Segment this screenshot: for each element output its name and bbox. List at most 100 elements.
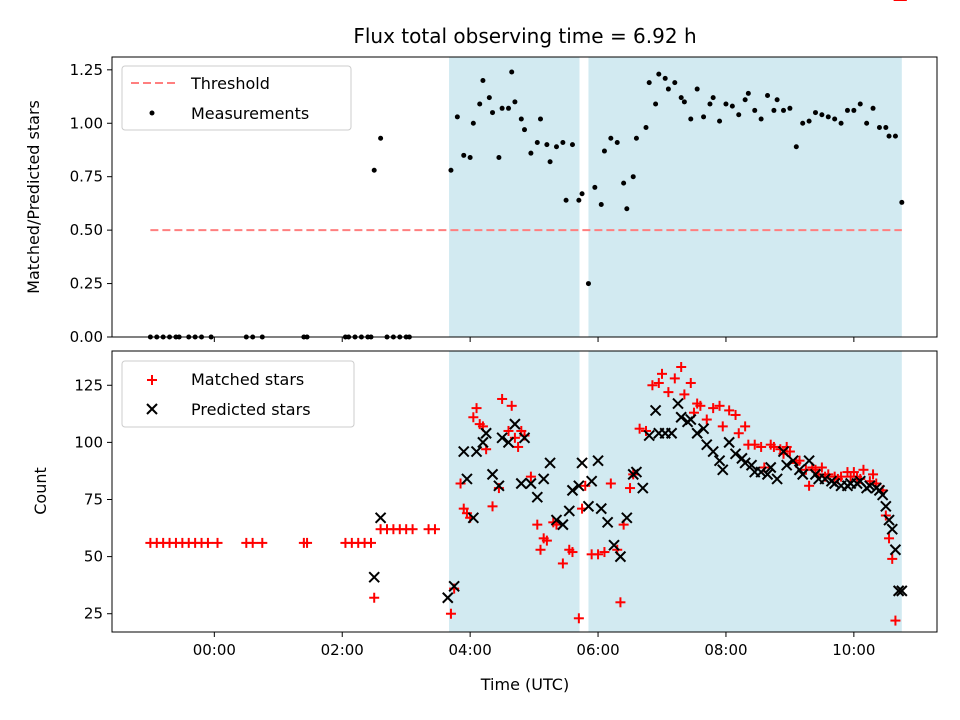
predicted-star-point — [828, 477, 841, 490]
predicted-star-point — [761, 468, 774, 481]
measurement-point — [454, 114, 460, 120]
measurement-point — [665, 86, 671, 92]
x-axis-label: Time (UTC) — [480, 675, 569, 694]
matched-star-point — [708, 403, 719, 414]
bottom-y-tick-label: 100 — [74, 433, 103, 451]
measurement-point — [522, 127, 527, 133]
predicted-star-point — [685, 413, 697, 426]
predicted-star-point — [563, 505, 575, 517]
matched-star-point — [695, 400, 706, 411]
top-x-ticks — [213, 337, 855, 342]
measurement-point — [883, 125, 889, 131]
measurement-point — [598, 201, 604, 207]
matched-star-point — [202, 537, 213, 548]
matched-legend-swatch — [147, 375, 157, 385]
predicted-star-point — [723, 436, 735, 449]
matched-star-point — [717, 421, 728, 432]
measurement-point — [793, 144, 799, 150]
bottom-legend-box — [121, 360, 355, 428]
matched-star-point — [768, 441, 779, 452]
measurement-point — [371, 167, 377, 173]
predicted-star-point — [739, 457, 751, 469]
measurement-point — [490, 110, 496, 116]
matched-star-point — [407, 524, 418, 535]
matched-star-point — [593, 549, 604, 560]
predicted-star-point — [601, 516, 614, 529]
matched-star-point — [212, 537, 223, 548]
predicted-star-point — [518, 432, 531, 444]
predicted-star-point — [509, 418, 521, 430]
bottom-y-ticks: 25 50 75 100 125 — [74, 376, 112, 623]
predicted-star-point — [886, 523, 898, 535]
matched-star-point — [445, 608, 456, 619]
measurement-point — [701, 114, 707, 120]
predicted-star-point — [755, 466, 767, 478]
predicted-star-point — [477, 436, 489, 449]
measurement-point — [560, 139, 566, 145]
predicted-star-point — [621, 512, 633, 524]
predicted-star-point — [480, 427, 492, 439]
matched-star-point — [836, 471, 847, 482]
matched-star-point — [625, 483, 636, 494]
bottom-shaded-interval-0 — [449, 351, 580, 632]
measurement-point — [678, 95, 684, 101]
predicted-star-point — [486, 468, 499, 481]
bottom-y-tick-label: 75 — [84, 490, 103, 508]
matched-star-point — [580, 480, 591, 491]
predicted-star-point — [892, 585, 905, 597]
predicted-star-point — [672, 397, 684, 410]
measurement-point — [585, 281, 591, 287]
matched-star-point — [653, 377, 664, 388]
matched-star-point — [429, 524, 440, 535]
predicted-star-point — [819, 473, 831, 485]
predicted-star-point — [777, 445, 790, 458]
matched-star-point — [509, 432, 520, 443]
measurement-point — [688, 116, 694, 122]
measurement-point — [812, 110, 818, 116]
matched-star-point — [503, 425, 514, 436]
predicted-star-point — [665, 427, 678, 439]
x-tick-label: 02:00 — [321, 641, 364, 659]
matched-star-point — [740, 421, 751, 432]
measurement-point — [576, 197, 582, 203]
measurements-legend-swatch — [149, 110, 155, 116]
bottom-shaded-interval-1 — [588, 351, 902, 632]
matched-star-point — [816, 462, 827, 473]
bottom-y-tick-label: 25 — [84, 605, 103, 623]
measurement-point — [470, 120, 476, 126]
matched-star-point — [679, 389, 690, 400]
measurement-point — [537, 116, 543, 122]
matched-star-point — [676, 361, 687, 372]
matched-star-point — [784, 446, 795, 457]
predicted-star-point — [745, 459, 758, 471]
measurement-point — [506, 105, 512, 111]
measurement-point — [774, 97, 780, 103]
matched-star-point — [663, 387, 674, 398]
predicted-star-point — [461, 473, 473, 485]
bottom-shaded-intervals — [449, 351, 902, 632]
matched-star-point — [302, 537, 313, 548]
matched-star-point — [506, 400, 517, 411]
measurement-point — [819, 112, 825, 118]
predicted-star-point — [803, 454, 815, 467]
predicted-star-point — [729, 448, 742, 460]
matched-star-point — [471, 403, 482, 414]
measurement-point — [448, 167, 454, 173]
predicted-star-point — [525, 477, 537, 490]
measurement-point — [886, 133, 892, 139]
measurement-point — [864, 120, 870, 126]
measurement-point — [601, 148, 607, 154]
measurement-point — [499, 105, 505, 111]
predicted-star-point — [550, 514, 563, 526]
threshold-legend-label: Threshold — [190, 74, 270, 93]
matched-star-point — [247, 537, 258, 548]
predicted-star-point — [876, 489, 889, 501]
matched-star-point — [615, 597, 626, 608]
measurement-point — [662, 75, 668, 81]
measurement-point — [486, 95, 492, 101]
matched-star-point — [513, 441, 524, 452]
measurement-point — [736, 112, 742, 118]
panel-bottom: 00:00 02:00 04:00 06:00 08:00 10:00 25 50 75 100… — [31, 0, 938, 694]
measurement-point — [646, 80, 652, 86]
predicted-legend-swatch — [146, 403, 158, 415]
